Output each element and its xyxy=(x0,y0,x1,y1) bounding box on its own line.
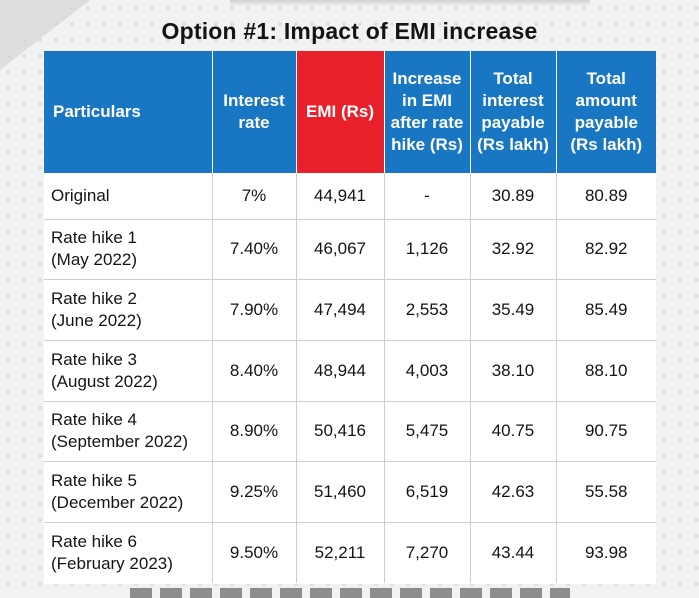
cell-increase: 1,126 xyxy=(384,219,471,281)
row-label-line1: Rate hike 1 xyxy=(51,228,137,248)
cell-amount: 90.75 xyxy=(556,401,656,463)
cell-rate: 7.40% xyxy=(212,219,297,281)
row-label: Rate hike 2 (June 2022) xyxy=(44,279,213,341)
table-row: Rate hike 6 (February 2023) 9.50% 52,211… xyxy=(44,522,656,584)
table-row: Rate hike 1 (May 2022) 7.40% 46,067 1,12… xyxy=(44,219,656,281)
cell-interest: 42.63 xyxy=(470,461,557,523)
cell-amount: 55.58 xyxy=(556,461,656,523)
header-total-interest: Total interest payable (Rs lakh) xyxy=(470,51,557,173)
decorative-top-line xyxy=(230,0,590,6)
cell-emi: 52,211 xyxy=(296,522,385,584)
cell-emi: 46,067 xyxy=(296,219,385,281)
cell-interest: 38.10 xyxy=(470,340,557,402)
cell-interest: 35.49 xyxy=(470,279,557,341)
emi-impact-table: Particulars Interest rate EMI (Rs) Incre… xyxy=(44,51,656,584)
cell-emi: 47,494 xyxy=(296,279,385,341)
cell-amount: 88.10 xyxy=(556,340,656,402)
header-particulars: Particulars xyxy=(44,51,213,173)
cell-interest: 40.75 xyxy=(470,401,557,463)
cell-increase: - xyxy=(384,173,471,220)
row-label: Rate hike 3 (August 2022) xyxy=(44,340,213,402)
row-label-line2: (February 2023) xyxy=(51,554,173,574)
table-row: Original 7% 44,941 - 30.89 80.89 xyxy=(44,173,656,220)
cell-emi: 48,944 xyxy=(296,340,385,402)
row-label-line2: (August 2022) xyxy=(51,371,158,391)
row-label-line1: Rate hike 6 xyxy=(51,532,137,552)
row-label-line1: Rate hike 5 xyxy=(51,471,137,491)
cell-rate: 9.25% xyxy=(212,461,297,523)
row-label: Rate hike 5 (December 2022) xyxy=(44,461,213,523)
row-label-line1: Original xyxy=(51,185,110,205)
cell-interest: 43.44 xyxy=(470,522,557,584)
cell-increase: 2,553 xyxy=(384,279,471,341)
cell-rate: 8.90% xyxy=(212,401,297,463)
cell-increase: 4,003 xyxy=(384,340,471,402)
cell-emi: 51,460 xyxy=(296,461,385,523)
row-label-line2: (September 2022) xyxy=(51,432,189,452)
cell-rate: 7% xyxy=(212,173,297,220)
header-increase: Increase in EMI after rate hike (Rs) xyxy=(384,51,471,173)
row-label-line2: (May 2022) xyxy=(51,250,137,270)
row-label-line2: (December 2022) xyxy=(51,493,184,513)
cell-increase: 6,519 xyxy=(384,461,471,523)
cell-rate: 9.50% xyxy=(212,522,297,584)
cell-interest: 30.89 xyxy=(470,173,557,220)
header-total-amount: Total amount payable (Rs lakh) xyxy=(556,51,656,173)
header-row: Particulars Interest rate EMI (Rs) Incre… xyxy=(44,51,656,173)
table-title: Option #1: Impact of EMI increase xyxy=(161,18,538,44)
row-label-line2: (June 2022) xyxy=(51,311,142,331)
cell-amount: 85.49 xyxy=(556,279,656,341)
row-label: Original xyxy=(44,173,213,220)
table-row: Rate hike 2 (June 2022) 7.90% 47,494 2,5… xyxy=(44,279,656,341)
cropped-caption-fragment xyxy=(130,588,570,598)
row-label: Rate hike 4 (September 2022) xyxy=(44,401,213,463)
row-label-line1: Rate hike 4 xyxy=(51,410,137,430)
row-label-line1: Rate hike 3 xyxy=(51,349,137,369)
table-row: Rate hike 3 (August 2022) 8.40% 48,944 4… xyxy=(44,340,656,402)
cell-emi: 50,416 xyxy=(296,401,385,463)
row-label-line1: Rate hike 2 xyxy=(51,289,137,309)
table-row: Rate hike 4 (September 2022) 8.90% 50,41… xyxy=(44,401,656,463)
cell-amount: 93.98 xyxy=(584,543,628,563)
cell-amount: 80.89 xyxy=(556,173,656,220)
cell-rate: 7.90% xyxy=(212,279,297,341)
header-emi: EMI (Rs) xyxy=(296,51,385,173)
header-interest-rate: Interest rate xyxy=(212,51,297,173)
table-row: Rate hike 5 (December 2022) 9.25% 51,460… xyxy=(44,461,656,523)
cell-increase: 5,475 xyxy=(384,401,471,463)
row-label: Rate hike 1 (May 2022) xyxy=(44,219,213,281)
cell-rate: 8.40% xyxy=(212,340,297,402)
cell-emi: 44,941 xyxy=(296,173,385,220)
cell-increase: 7,270 xyxy=(384,522,471,584)
cell-amount: 82.92 xyxy=(556,219,656,281)
row-label: Rate hike 6 (February 2023) xyxy=(44,522,213,584)
cell-interest: 32.92 xyxy=(470,219,557,281)
